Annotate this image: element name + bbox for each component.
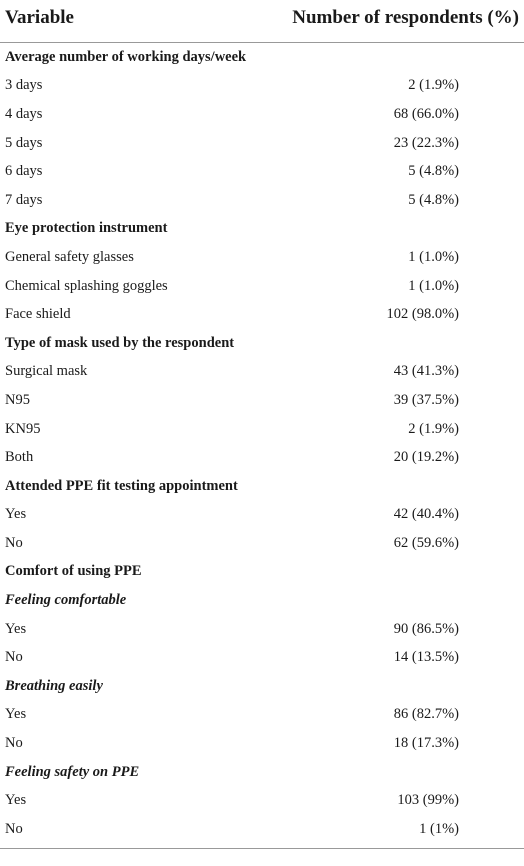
table-row: No 18 (17.3%): [0, 729, 524, 758]
table-row: N95 39 (37.5%): [0, 386, 524, 415]
table-row: No 1 (1%): [0, 815, 524, 844]
row-label: General safety glasses: [5, 248, 134, 265]
header-count: Number of respondents (%): [292, 7, 519, 28]
row-label: Both: [5, 449, 34, 466]
row-label: No: [5, 649, 23, 666]
row-value: 1 (1.0%): [408, 248, 459, 265]
row-value: 1 (1%): [419, 820, 459, 837]
table-row: Yes 86 (82.7%): [0, 701, 524, 730]
table-row: No 14 (13.5%): [0, 643, 524, 672]
table-row: Yes 90 (86.5%): [0, 615, 524, 644]
table-row: Surgical mask 43 (41.3%): [0, 358, 524, 387]
row-label: Breathing easily: [5, 677, 103, 694]
row-label: Chemical splashing goggles: [5, 277, 168, 294]
row-value: 2 (1.9%): [408, 77, 459, 94]
table-row: Yes 42 (40.4%): [0, 501, 524, 530]
row-label: Feeling comfortable: [5, 592, 127, 609]
row-value: 2 (1.9%): [408, 420, 459, 437]
row-label: Attended PPE fit testing appointment: [5, 477, 238, 494]
row-label: Type of mask used by the respondent: [5, 334, 235, 351]
table-row: Face shield 102 (98.0%): [0, 300, 524, 329]
header-rule: [0, 42, 524, 43]
table-row: 3 days 2 (1.9%): [0, 72, 524, 101]
row-label: No: [5, 735, 23, 752]
subsection-heading: Feeling safety on PPE: [0, 758, 524, 787]
row-value: 5 (4.8%): [408, 163, 459, 180]
section-heading: Attended PPE fit testing appointment: [0, 472, 524, 501]
table-row: 6 days 5 (4.8%): [0, 157, 524, 186]
row-label: N95: [5, 391, 30, 408]
table-row: Both 20 (19.2%): [0, 443, 524, 472]
row-value: 20 (19.2%): [393, 449, 459, 466]
row-label: 5 days: [5, 134, 43, 151]
section-heading: Comfort of using PPE: [0, 558, 524, 587]
row-label: Feeling safety on PPE: [5, 763, 140, 780]
section-heading: Type of mask used by the respondent: [0, 329, 524, 358]
table-row: 7 days 5 (4.8%): [0, 186, 524, 215]
table-row: 5 days 23 (22.3%): [0, 129, 524, 158]
row-value: 90 (86.5%): [393, 620, 459, 637]
header-variable: Variable: [5, 7, 74, 28]
row-value: 39 (37.5%): [393, 391, 459, 408]
subsection-heading: Feeling comfortable: [0, 586, 524, 615]
row-label: Yes: [5, 792, 27, 809]
row-label: Eye protection instrument: [5, 220, 168, 237]
row-label: KN95: [5, 420, 41, 437]
section-heading: Average number of working days/week: [0, 43, 524, 72]
row-value: 103 (99%): [397, 792, 459, 809]
table-header: Variable Number of respondents (%): [0, 0, 524, 36]
row-value: 62 (59.6%): [393, 534, 459, 551]
row-label: Average number of working days/week: [5, 48, 247, 65]
row-label: Yes: [5, 706, 27, 723]
row-label: Yes: [5, 506, 27, 523]
row-label: No: [5, 534, 23, 551]
row-value: 86 (82.7%): [393, 706, 459, 723]
table-row: KN95 2 (1.9%): [0, 415, 524, 444]
table-row: General safety glasses 1 (1.0%): [0, 243, 524, 272]
row-label: Face shield: [5, 306, 71, 323]
row-label: 3 days: [5, 77, 43, 94]
row-label: Comfort of using PPE: [5, 563, 142, 580]
table-row: 4 days 68 (66.0%): [0, 100, 524, 129]
row-label: 6 days: [5, 163, 43, 180]
row-label: 7 days: [5, 191, 43, 208]
section-heading: Eye protection instrument: [0, 215, 524, 244]
table-row: Yes 103 (99%): [0, 786, 524, 815]
row-value: 1 (1.0%): [408, 277, 459, 294]
table-row: No 62 (59.6%): [0, 529, 524, 558]
row-value: 23 (22.3%): [393, 134, 459, 151]
row-value: 42 (40.4%): [393, 506, 459, 523]
bottom-rule: [0, 847, 524, 849]
table-body: Average number of working days/week 3 day…: [0, 43, 524, 844]
row-value: 102 (98.0%): [386, 306, 460, 323]
row-value: 14 (13.5%): [393, 649, 459, 666]
row-label: Surgical mask: [5, 363, 88, 380]
subsection-heading: Breathing easily: [0, 672, 524, 701]
row-value: 18 (17.3%): [393, 735, 459, 752]
row-label: 4 days: [5, 105, 43, 122]
row-value: 43 (41.3%): [393, 363, 459, 380]
row-value: 68 (66.0%): [393, 105, 459, 122]
row-label: No: [5, 820, 23, 837]
row-value: 5 (4.8%): [408, 191, 459, 208]
row-label: Yes: [5, 620, 27, 637]
table-row: Chemical splashing goggles 1 (1.0%): [0, 272, 524, 301]
